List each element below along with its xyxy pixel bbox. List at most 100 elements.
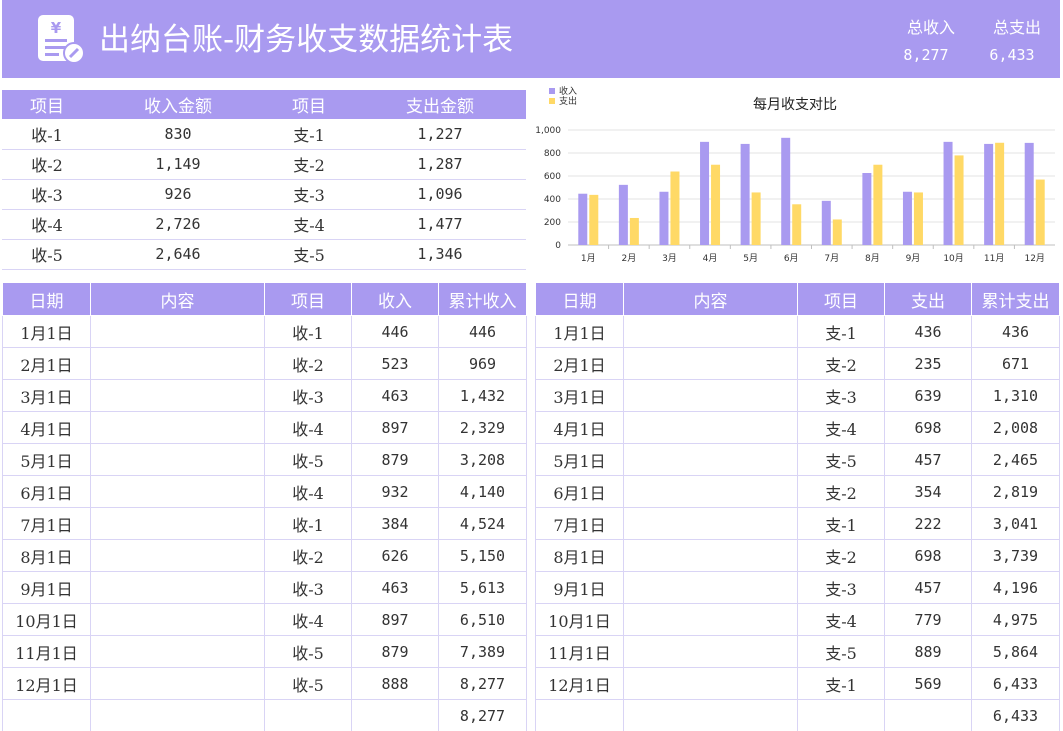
income-row-cell[interactable]: 收-1: [264, 315, 352, 348]
summary-row-cell[interactable]: 2,646: [92, 239, 264, 270]
income-row-cell[interactable]: 9月1日: [2, 571, 91, 604]
income-row-cell[interactable]: 收-4: [264, 411, 352, 444]
summary-row-cell[interactable]: 支-4: [264, 209, 354, 240]
income-row-cell[interactable]: 5,613: [438, 571, 527, 604]
summary-row-cell[interactable]: 收-5: [2, 239, 92, 270]
income-row-cell[interactable]: 收-1: [264, 507, 352, 540]
income-row-cell[interactable]: 7,389: [438, 635, 527, 668]
expense-row-cell[interactable]: 支-4: [797, 411, 885, 444]
expense-row-cell[interactable]: 639: [884, 379, 972, 412]
income-row-cell[interactable]: [90, 699, 265, 731]
expense-row-cell[interactable]: 3,739: [971, 539, 1060, 572]
expense-row-cell[interactable]: 779: [884, 603, 972, 636]
summary-row-cell[interactable]: 支-1: [264, 119, 354, 150]
expense-row-cell[interactable]: [535, 699, 624, 731]
expense-row-cell[interactable]: 1,310: [971, 379, 1060, 412]
income-row-cell[interactable]: 888: [351, 667, 439, 700]
summary-row-cell[interactable]: 1,149: [92, 149, 264, 180]
expense-row-cell[interactable]: [623, 411, 798, 444]
expense-row-cell[interactable]: 支-1: [797, 315, 885, 348]
income-row-cell[interactable]: 446: [438, 315, 527, 348]
income-row-cell[interactable]: 897: [351, 603, 439, 636]
expense-row-cell[interactable]: 3,041: [971, 507, 1060, 540]
income-row-cell[interactable]: [90, 635, 265, 668]
summary-row-cell[interactable]: 830: [92, 119, 264, 150]
expense-row-cell[interactable]: [623, 635, 798, 668]
expense-row-cell[interactable]: 6月1日: [535, 475, 624, 508]
expense-row-cell[interactable]: 436: [884, 315, 972, 348]
income-row-cell[interactable]: [90, 571, 265, 604]
income-row-cell[interactable]: 463: [351, 379, 439, 412]
expense-row-cell[interactable]: 2,008: [971, 411, 1060, 444]
expense-row-cell[interactable]: [623, 315, 798, 348]
expense-row-cell[interactable]: 5,864: [971, 635, 1060, 668]
income-row-cell[interactable]: 8,277: [438, 699, 527, 731]
expense-row-cell[interactable]: 6,433: [971, 699, 1060, 731]
expense-row-cell[interactable]: 支-2: [797, 347, 885, 380]
income-row-cell[interactable]: 879: [351, 443, 439, 476]
expense-row-cell[interactable]: 支-1: [797, 667, 885, 700]
expense-row-cell[interactable]: [623, 539, 798, 572]
expense-row-cell[interactable]: [797, 699, 885, 731]
expense-row-cell[interactable]: 4月1日: [535, 411, 624, 444]
expense-row-cell[interactable]: 11月1日: [535, 635, 624, 668]
income-row-cell[interactable]: 收-4: [264, 603, 352, 636]
expense-row-cell[interactable]: [623, 699, 798, 731]
summary-row-cell[interactable]: 1,287: [354, 149, 526, 180]
income-row-cell[interactable]: [90, 603, 265, 636]
income-row-cell[interactable]: 384: [351, 507, 439, 540]
summary-row-cell[interactable]: 1,346: [354, 239, 526, 270]
income-row-cell[interactable]: 10月1日: [2, 603, 91, 636]
expense-row-cell[interactable]: 889: [884, 635, 972, 668]
summary-row-cell[interactable]: 1,477: [354, 209, 526, 240]
summary-row-cell[interactable]: 收-3: [2, 179, 92, 210]
summary-row-cell[interactable]: 926: [92, 179, 264, 210]
income-row-cell[interactable]: 932: [351, 475, 439, 508]
income-row-cell[interactable]: 11月1日: [2, 635, 91, 668]
income-row-cell[interactable]: 2,329: [438, 411, 527, 444]
income-row-cell[interactable]: 463: [351, 571, 439, 604]
income-row-cell[interactable]: 897: [351, 411, 439, 444]
expense-row-cell[interactable]: 354: [884, 475, 972, 508]
income-row-cell[interactable]: 4,140: [438, 475, 527, 508]
income-row-cell[interactable]: 1,432: [438, 379, 527, 412]
expense-row-cell[interactable]: 8月1日: [535, 539, 624, 572]
expense-row-cell[interactable]: 支-4: [797, 603, 885, 636]
income-row-cell[interactable]: 523: [351, 347, 439, 380]
income-row-cell[interactable]: 969: [438, 347, 527, 380]
expense-row-cell[interactable]: 2,465: [971, 443, 1060, 476]
expense-row-cell[interactable]: 3月1日: [535, 379, 624, 412]
income-row-cell[interactable]: 5月1日: [2, 443, 91, 476]
income-row-cell[interactable]: [90, 507, 265, 540]
income-row-cell[interactable]: 收-5: [264, 667, 352, 700]
expense-row-cell[interactable]: 支-3: [797, 379, 885, 412]
income-row-cell[interactable]: [2, 699, 91, 731]
income-row-cell[interactable]: 626: [351, 539, 439, 572]
income-row-cell[interactable]: 8月1日: [2, 539, 91, 572]
income-row-cell[interactable]: [90, 379, 265, 412]
income-row-cell[interactable]: 3,208: [438, 443, 527, 476]
expense-row-cell[interactable]: [623, 347, 798, 380]
expense-row-cell[interactable]: 支-2: [797, 475, 885, 508]
income-row-cell[interactable]: 收-4: [264, 475, 352, 508]
expense-row-cell[interactable]: 222: [884, 507, 972, 540]
expense-row-cell[interactable]: [623, 507, 798, 540]
expense-row-cell[interactable]: 4,196: [971, 571, 1060, 604]
income-row-cell[interactable]: 6,510: [438, 603, 527, 636]
income-row-cell[interactable]: [90, 443, 265, 476]
expense-row-cell[interactable]: 4,975: [971, 603, 1060, 636]
income-row-cell[interactable]: 收-5: [264, 635, 352, 668]
income-row-cell[interactable]: 879: [351, 635, 439, 668]
income-row-cell[interactable]: [90, 475, 265, 508]
summary-row-cell[interactable]: 收-1: [2, 119, 92, 150]
income-row-cell[interactable]: [90, 667, 265, 700]
income-row-cell[interactable]: [90, 539, 265, 572]
income-row-cell[interactable]: 8,277: [438, 667, 527, 700]
income-row-cell[interactable]: 收-3: [264, 571, 352, 604]
expense-row-cell[interactable]: [623, 379, 798, 412]
expense-row-cell[interactable]: [623, 475, 798, 508]
summary-row-cell[interactable]: 收-4: [2, 209, 92, 240]
expense-row-cell[interactable]: 支-5: [797, 443, 885, 476]
income-row-cell[interactable]: [351, 699, 439, 731]
summary-row-cell[interactable]: 支-5: [264, 239, 354, 270]
